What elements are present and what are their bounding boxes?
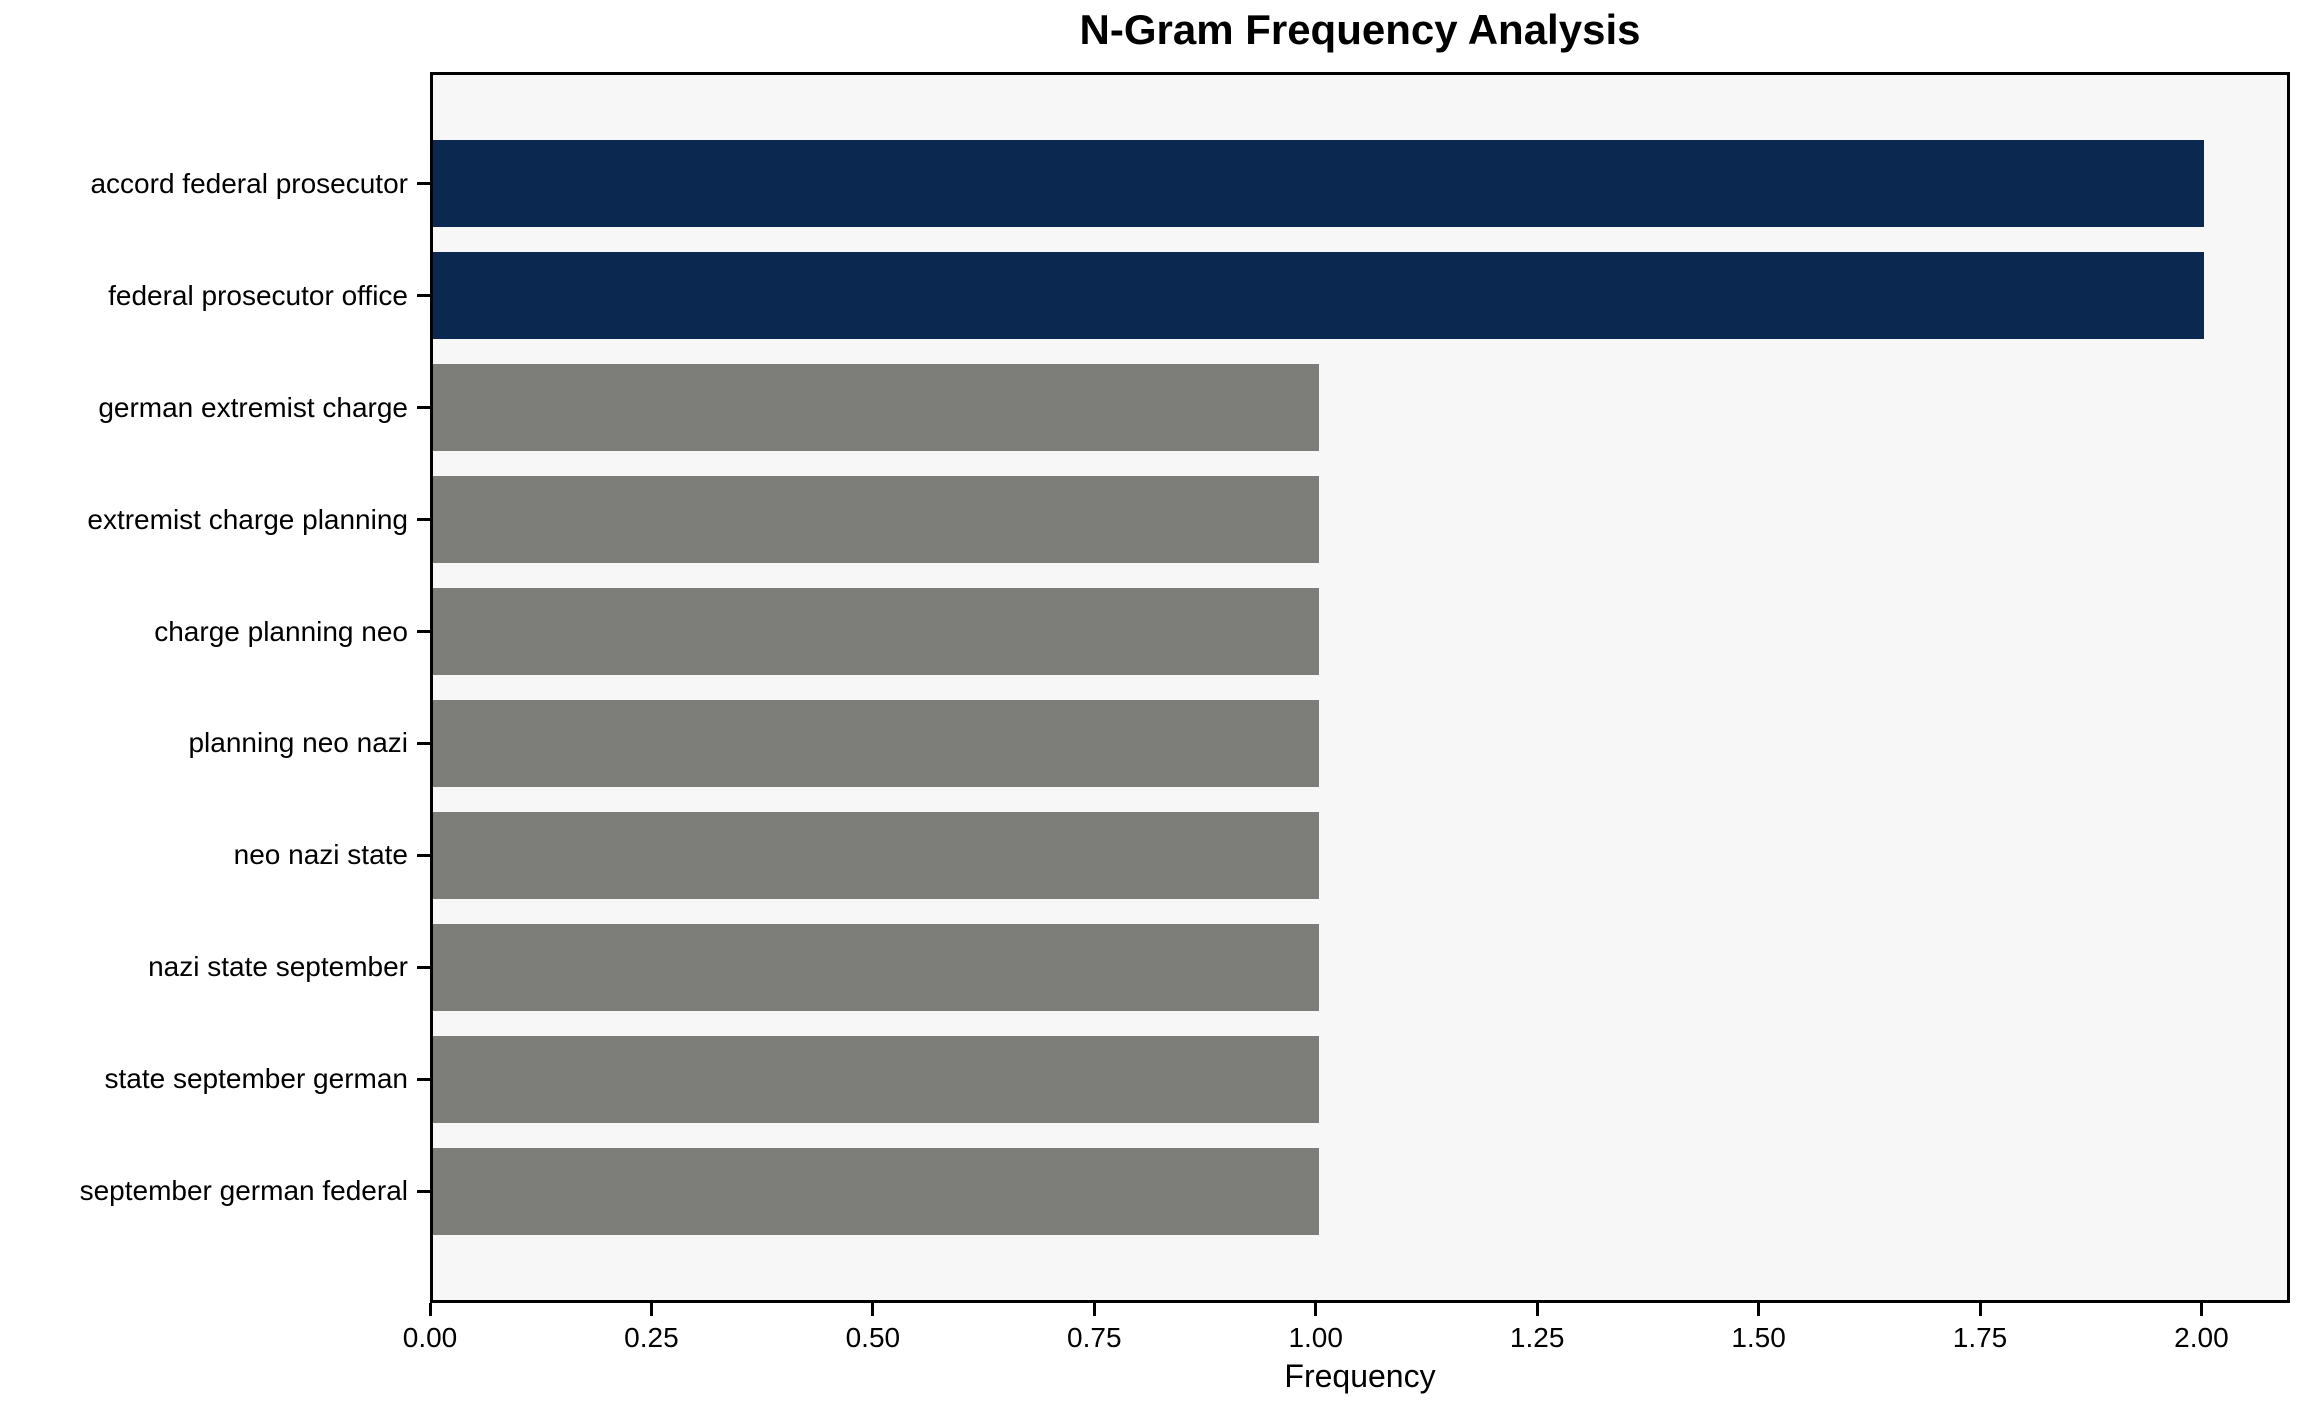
y-tick-label: federal prosecutor office [108, 279, 408, 311]
bar-planning-neo-nazi [433, 699, 1319, 787]
bar-september-german-federal [433, 1147, 1319, 1235]
x-tick-label: 1.50 [1731, 1322, 1786, 1353]
bar-state-september-german [433, 1035, 1319, 1123]
x-tick-mark [1314, 1303, 1318, 1316]
x-tick-label: 0.75 [1067, 1322, 1122, 1353]
y-tick-label: charge planning neo [154, 615, 408, 647]
bar-federal-prosecutor-office [433, 252, 2204, 340]
y-tick-label: accord federal prosecutor [90, 167, 408, 199]
bar-nazi-state-september [433, 923, 1319, 1011]
y-tick-mark [417, 1189, 430, 1193]
y-tick-mark [417, 965, 430, 969]
x-tick-label: 1.00 [1288, 1322, 1343, 1353]
bar-extremist-charge-planning [433, 476, 1319, 564]
y-tick-label: german extremist charge [98, 391, 408, 423]
x-tick-mark [1978, 1303, 1982, 1316]
y-tick-label: state september german [104, 1063, 409, 1095]
x-tick-label: 0.25 [624, 1322, 679, 1353]
bar-accord-federal-prosecutor [433, 140, 2204, 228]
y-tick-label: planning neo nazi [188, 727, 408, 759]
x-tick-mark [871, 1303, 875, 1316]
y-tick-mark [417, 630, 430, 634]
y-tick-mark [417, 853, 430, 857]
bar-neo-nazi-state [433, 811, 1319, 899]
x-tick-label: 1.25 [1509, 1322, 1565, 1353]
y-tick-mark [417, 741, 430, 745]
y-tick-mark [417, 294, 430, 298]
bar-charge-planning-neo [433, 588, 1319, 676]
x-tick-label: 1.75 [1952, 1322, 2008, 1353]
x-axis-label: Frequency [1284, 1358, 1436, 1394]
x-tick-mark [2199, 1303, 2203, 1316]
x-tick-mark [1092, 1303, 1096, 1316]
plot-area [430, 72, 2290, 1303]
y-tick-mark [417, 518, 430, 522]
x-tick-label: 0.50 [845, 1322, 901, 1353]
y-tick-mark [417, 182, 430, 186]
x-tick-mark [1535, 1303, 1539, 1316]
y-tick-label: extremist charge planning [87, 503, 408, 535]
y-tick-mark [417, 1077, 430, 1081]
x-tick-mark [428, 1303, 432, 1316]
x-tick-mark [1757, 1303, 1761, 1316]
y-tick-label: nazi state september [148, 951, 408, 983]
y-tick-label: september german federal [79, 1175, 408, 1207]
x-tick-label: 2.00 [2174, 1322, 2229, 1353]
chart-title: N-Gram Frequency Analysis [1079, 6, 1641, 53]
x-tick-mark [649, 1303, 653, 1316]
x-tick-label: 0.00 [402, 1322, 458, 1353]
y-tick-label: neo nazi state [233, 839, 408, 871]
y-tick-mark [417, 406, 430, 410]
bar-german-extremist-charge [433, 364, 1319, 452]
